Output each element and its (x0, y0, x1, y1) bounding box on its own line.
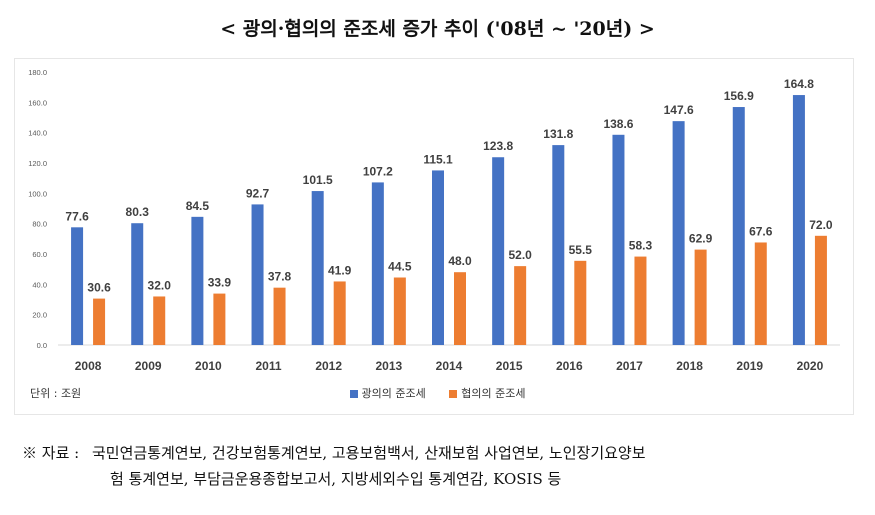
bar-broad-2008 (71, 227, 84, 345)
legend-item-narrow: 협의의 준조세 (449, 385, 525, 401)
bar-broad-2017 (612, 134, 625, 345)
x-tick-label: 2018 (676, 359, 703, 373)
data-label-broad-2013: 107.2 (363, 164, 393, 178)
data-label-narrow-2013: 44.5 (388, 260, 412, 274)
x-tick-label: 2010 (195, 359, 222, 373)
data-label-broad-2017: 138.6 (603, 117, 633, 131)
source-note: ※ 자료 : 국민연금통계연보, 건강보험통계연보, 고용보험백서, 산재보험 사… (22, 440, 862, 492)
y-tick-label: 40.0 (32, 280, 47, 289)
data-label-narrow-2014: 48.0 (448, 254, 472, 268)
x-tick-label: 2013 (375, 359, 402, 373)
legend: 광의의 준조세 협의의 준조세 (0, 385, 875, 401)
y-tick-label: 100.0 (28, 189, 47, 198)
bar-broad-2011 (251, 204, 264, 345)
bar-narrow-2011 (273, 287, 286, 345)
bar-narrow-2018 (694, 249, 707, 345)
bar-narrow-2016 (574, 260, 587, 345)
y-tick-label: 140.0 (28, 129, 47, 138)
data-label-broad-2008: 77.6 (65, 209, 89, 223)
y-tick-label: 60.0 (32, 250, 47, 259)
data-label-broad-2014: 115.1 (423, 152, 453, 166)
source-prefix: ※ 자료 : (22, 444, 80, 462)
x-tick-label: 2014 (436, 359, 463, 373)
data-label-narrow-2011: 37.8 (268, 270, 292, 284)
data-label-narrow-2018: 62.9 (689, 232, 713, 246)
data-label-broad-2011: 92.7 (246, 186, 270, 200)
data-label-narrow-2009: 32.0 (148, 278, 172, 292)
bar-broad-2019 (732, 107, 745, 345)
chart-title: < 광의·협의의 준조세 증가 추이 ('08년 ~ '20년) > (220, 18, 655, 40)
data-label-broad-2018: 147.6 (664, 103, 694, 117)
data-label-narrow-2012: 41.9 (328, 263, 352, 277)
data-label-broad-2012: 101.5 (303, 173, 333, 187)
bar-narrow-2020 (814, 235, 827, 345)
y-tick-label: 120.0 (28, 159, 47, 168)
data-label-broad-2020: 164.8 (784, 77, 814, 91)
legend-label-narrow: 협의의 준조세 (461, 387, 526, 400)
bar-narrow-2012 (333, 281, 346, 345)
source-line-1: 국민연금통계연보, 건강보험통계연보, 고용보험백서, 산재보험 사업연보, 노… (92, 444, 646, 462)
bar-narrow-2013 (393, 277, 406, 345)
bar-broad-2016 (552, 145, 565, 345)
y-tick-label: 0.0 (37, 341, 47, 350)
x-tick-label: 2020 (797, 359, 824, 373)
bar-broad-2014 (432, 170, 444, 345)
data-label-broad-2016: 131.8 (543, 127, 573, 141)
x-tick-label: 2008 (75, 359, 102, 373)
bar-broad-2018 (672, 121, 685, 345)
legend-label-broad: 광의의 준조세 (361, 387, 426, 400)
data-label-broad-2019: 156.9 (724, 89, 754, 103)
unit-label: 단위 : 조원 (30, 387, 82, 400)
y-tick-label: 20.0 (32, 311, 47, 320)
bar-narrow-2008 (93, 298, 106, 345)
bar-narrow-2014 (454, 272, 466, 345)
legend-swatch-narrow (449, 390, 458, 398)
bar-broad-2020 (792, 95, 805, 345)
data-label-narrow-2015: 52.0 (508, 248, 532, 262)
x-tick-label: 2016 (556, 359, 583, 373)
data-label-broad-2009: 80.3 (126, 205, 150, 219)
data-label-narrow-2010: 33.9 (208, 276, 232, 290)
data-label-narrow-2020: 72.0 (809, 218, 833, 232)
data-label-broad-2010: 84.5 (186, 199, 210, 213)
bar-broad-2009 (131, 223, 144, 345)
bar-broad-2010 (191, 216, 204, 345)
bar-narrow-2017 (634, 256, 647, 345)
x-tick-label: 2011 (256, 359, 282, 373)
source-line-2: 험 통계연보, 부담금운용종합보고서, 지방세외수입 통계연감, KOSIS 등 (110, 470, 562, 488)
y-tick-label: 80.0 (32, 220, 47, 229)
data-label-narrow-2016: 55.5 (569, 243, 593, 257)
bar-narrow-2010 (213, 293, 226, 345)
bar-narrow-2019 (754, 242, 767, 345)
data-label-narrow-2017: 58.3 (629, 239, 653, 253)
bar-narrow-2009 (153, 296, 166, 345)
legend-item-broad: 광의의 준조세 (349, 385, 426, 401)
x-tick-label: 2017 (616, 359, 643, 373)
x-tick-label: 2012 (315, 359, 342, 373)
data-label-narrow-2019: 67.6 (749, 224, 773, 238)
data-label-narrow-2008: 30.6 (87, 281, 111, 295)
bar-broad-2012 (311, 191, 324, 345)
x-tick-label: 2019 (736, 359, 763, 373)
data-label-broad-2015: 123.8 (483, 139, 513, 153)
x-tick-label: 2009 (135, 359, 162, 373)
x-tick-label: 2015 (496, 359, 523, 373)
y-tick-label: 180.0 (28, 68, 47, 77)
bar-broad-2013 (371, 182, 384, 345)
legend-swatch-broad (349, 390, 358, 398)
bar-narrow-2015 (514, 266, 527, 345)
bar-broad-2015 (492, 157, 505, 345)
y-tick-label: 160.0 (28, 98, 47, 107)
